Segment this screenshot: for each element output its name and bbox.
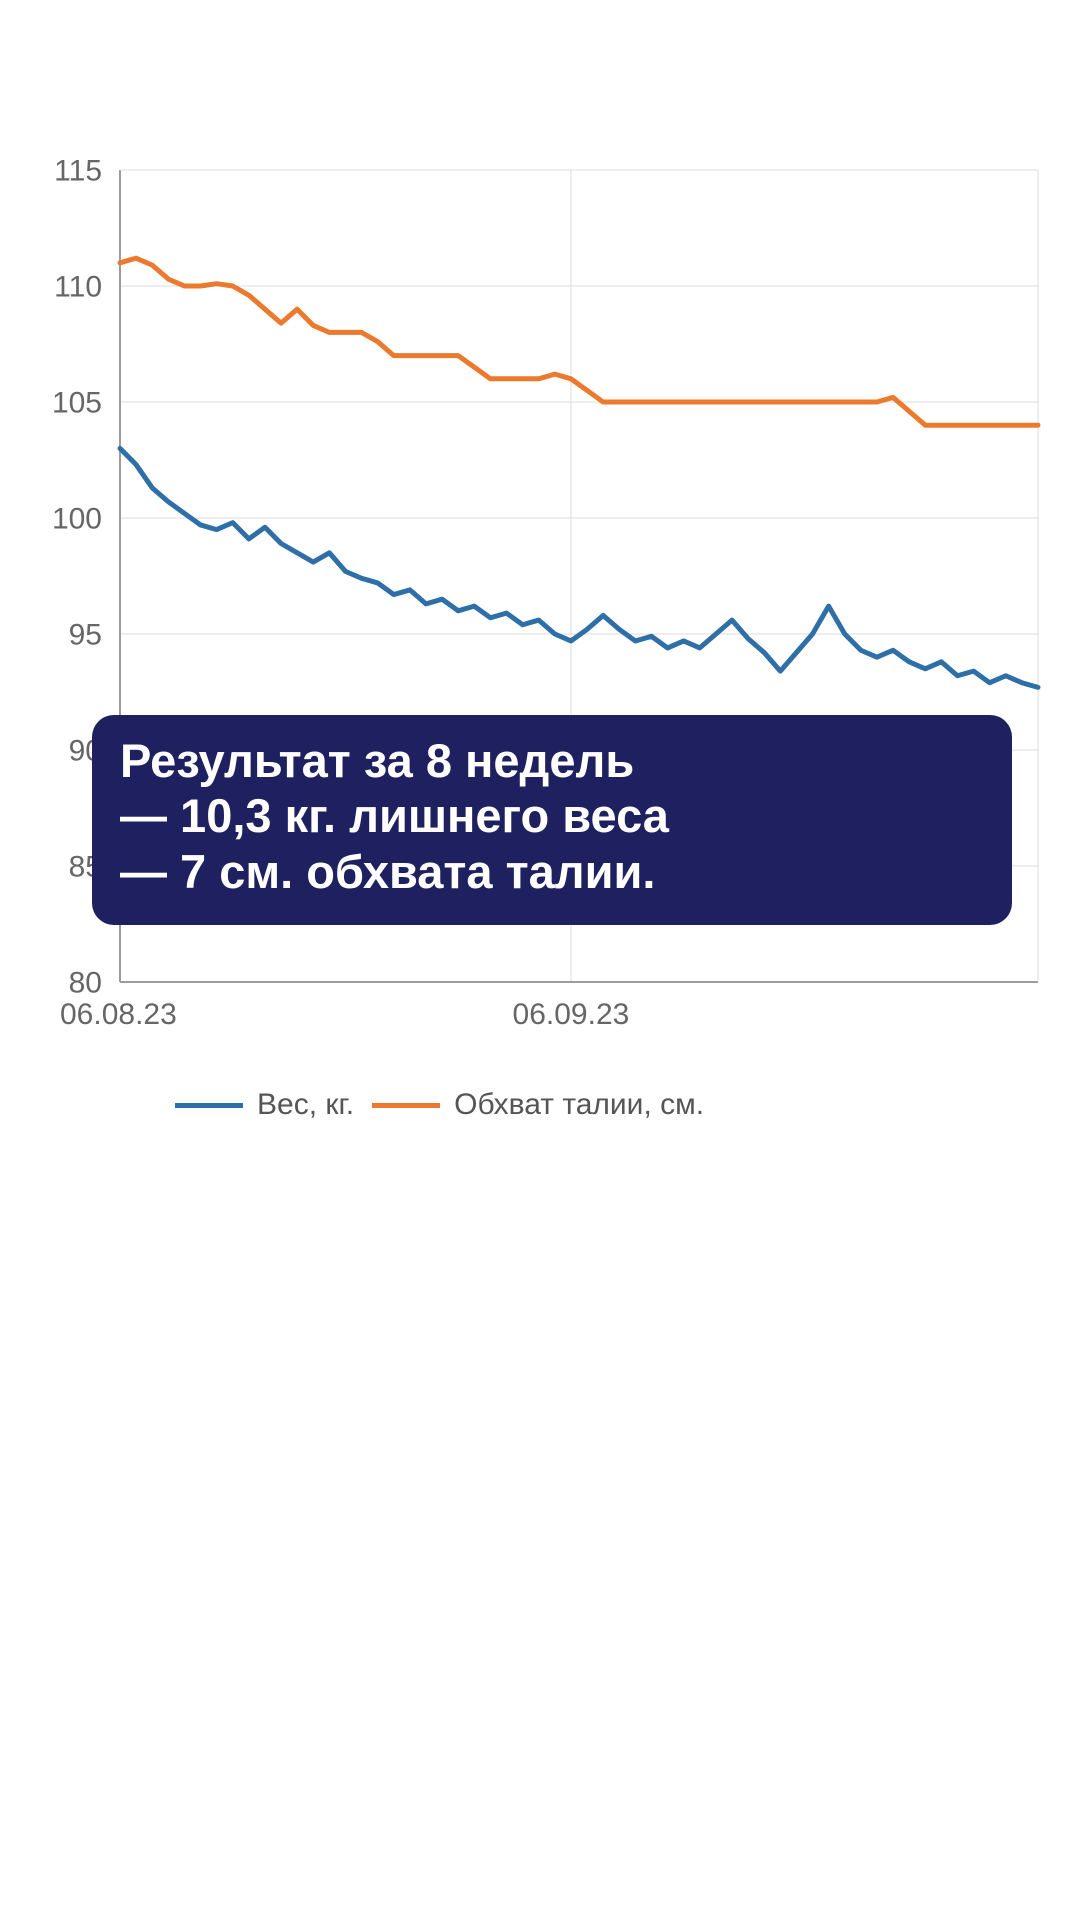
legend-item-waist: Обхват талии, см.: [372, 1088, 704, 1122]
svg-text:06.09.23: 06.09.23: [513, 998, 630, 1031]
chart-legend: Вес, кг. Обхват талии, см.: [175, 1088, 704, 1122]
legend-label-waist: Обхват талии, см.: [454, 1088, 704, 1122]
legend-item-weight: Вес, кг.: [175, 1088, 354, 1122]
svg-text:95: 95: [69, 619, 102, 652]
result-line-2: — 10,3 кг. лишнего веса: [120, 788, 984, 843]
svg-text:06.08.23: 06.08.23: [60, 998, 177, 1031]
result-line-1: Результат за 8 недель: [120, 733, 984, 788]
result-line-3: — 7 см. обхвата талии.: [120, 844, 984, 899]
progress-chart: 8085909510010511011506.08.2306.09.23: [0, 0, 1080, 1920]
legend-swatch-waist: [372, 1103, 440, 1108]
svg-text:80: 80: [69, 967, 102, 1000]
svg-text:115: 115: [54, 155, 102, 188]
legend-label-weight: Вес, кг.: [257, 1088, 354, 1122]
svg-text:105: 105: [52, 387, 102, 420]
svg-text:100: 100: [52, 503, 102, 536]
page-root: 8085909510010511011506.08.2306.09.23 Рез…: [0, 0, 1080, 1920]
svg-text:110: 110: [54, 271, 102, 304]
legend-swatch-weight: [175, 1103, 243, 1108]
result-callout: Результат за 8 недель — 10,3 кг. лишнего…: [92, 715, 1012, 925]
